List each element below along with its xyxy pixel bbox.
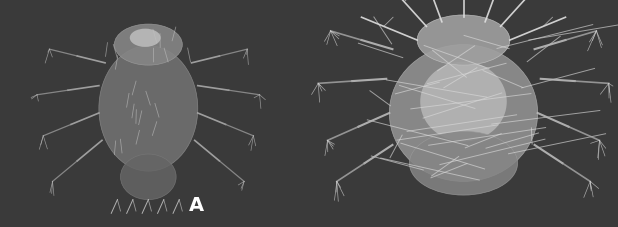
Text: A: A <box>188 195 204 214</box>
Ellipse shape <box>114 25 182 66</box>
Ellipse shape <box>130 30 161 48</box>
Ellipse shape <box>417 16 510 66</box>
Ellipse shape <box>389 45 538 182</box>
Ellipse shape <box>410 132 518 195</box>
Ellipse shape <box>99 47 198 171</box>
Ellipse shape <box>121 154 176 200</box>
Ellipse shape <box>420 62 507 142</box>
